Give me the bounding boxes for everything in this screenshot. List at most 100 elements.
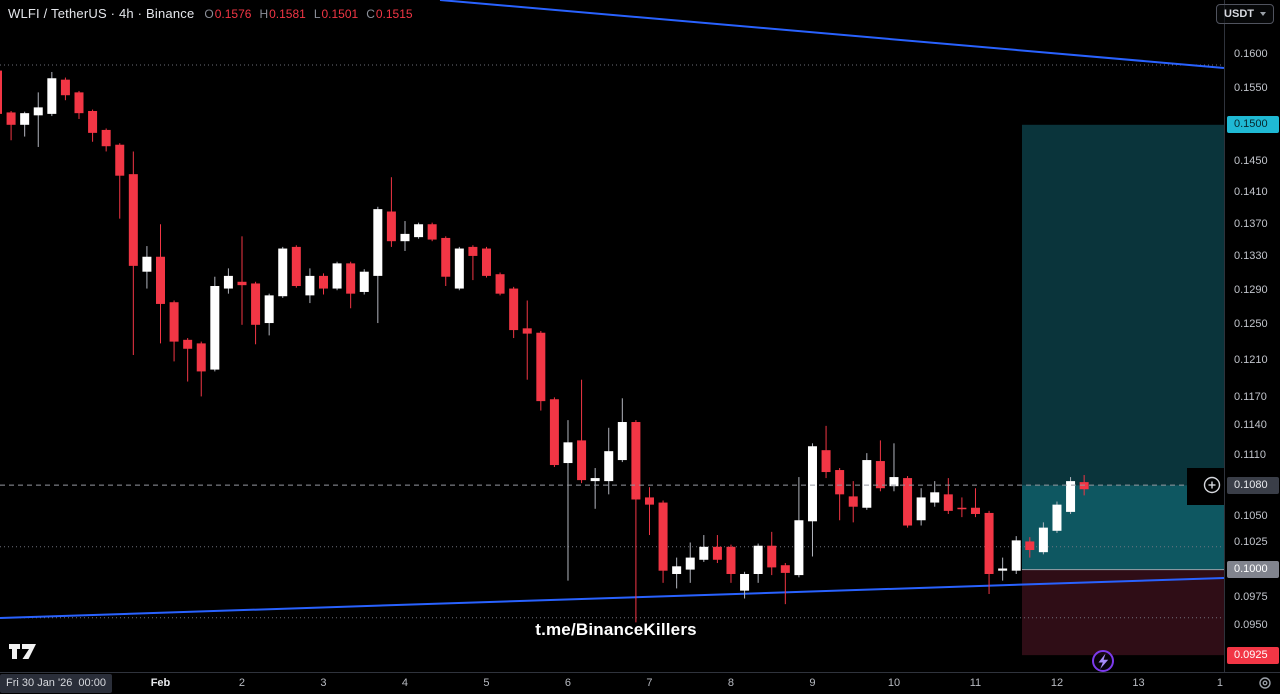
ascending-trendline[interactable] [0, 577, 1225, 619]
timezone-settings-gear-icon[interactable] [1258, 676, 1272, 690]
candle [943, 478, 953, 514]
quick-trade-button[interactable] [1092, 650, 1114, 672]
time-tick-label: 10 [887, 677, 901, 689]
candle [903, 476, 913, 528]
candle [210, 276, 220, 372]
candle [862, 453, 872, 510]
price-tick-label: 0.1140 [1234, 419, 1267, 432]
candle [672, 557, 682, 589]
price-tick-label: 0.1110 [1234, 448, 1267, 461]
time-axis[interactable]: Fri 30 Jan '26 00:00 Feb 2 3 4 5 6 7 8 9 10 11 12 13… [0, 672, 1280, 694]
candle [563, 420, 573, 581]
candle [998, 557, 1008, 581]
time-tick-label: 4 [401, 677, 409, 689]
chart-header: WLFI / TetherUS · 4h · Binance O 0.1576 H… [8, 6, 413, 21]
candle [549, 397, 559, 468]
candle [47, 71, 57, 117]
candle [957, 497, 967, 518]
candle [305, 268, 315, 304]
candle [20, 111, 30, 137]
candle [196, 341, 206, 397]
candle [617, 398, 627, 463]
candle [753, 543, 763, 583]
candle [237, 236, 247, 325]
candle [414, 222, 424, 239]
candle [699, 535, 709, 562]
price-tick-label: 0.1290 [1234, 283, 1268, 296]
price-tick-label: 0.1410 [1234, 186, 1268, 199]
long-position-loss-zone[interactable] [1022, 569, 1224, 656]
candle [740, 571, 750, 599]
candle [346, 261, 356, 309]
ohlc-high: H 0.1581 [259, 6, 306, 21]
candle [590, 468, 600, 509]
crosshair-date-badge: Fri 30 Jan '26 00:00 [0, 674, 112, 693]
price-tick-label: 0.1025 [1234, 536, 1268, 548]
entry-price-label[interactable]: 0.1000 [1227, 561, 1279, 579]
time-tick-label: 3 [320, 677, 327, 689]
price-axis[interactable]: 0.1600 0.1550 0.1500 0.1450 0.1410 0.1370 0.13… [1224, 0, 1280, 672]
candle [522, 300, 532, 380]
candle [332, 261, 342, 291]
candle [848, 481, 858, 523]
candle [468, 245, 478, 281]
time-tick-label: 5 [483, 677, 490, 689]
candle [509, 286, 519, 339]
watermark-text: t.me/BinanceKillers [535, 620, 697, 639]
candle [1066, 477, 1076, 514]
candle [183, 338, 193, 382]
candle [726, 544, 736, 583]
price-tick-label: 0.1050 [1234, 509, 1268, 522]
long-position-profit-zone[interactable] [1022, 124, 1224, 486]
price-tick-label: 0.0950 [1234, 619, 1268, 632]
candle [1038, 522, 1048, 555]
price-tick-label: 0.0975 [1234, 590, 1268, 603]
candle [577, 379, 587, 484]
candle [454, 246, 464, 291]
candle [223, 268, 233, 294]
add-order-button[interactable] [1187, 468, 1224, 505]
candle [6, 110, 16, 141]
candle [291, 245, 301, 288]
time-tick-label: 6 [564, 677, 572, 689]
price-tick-label: 0.1370 [1234, 217, 1268, 230]
ohlc-open: O 0.1576 [204, 6, 252, 21]
candle [984, 510, 994, 594]
ohlc-close: C 0.1515 [366, 6, 413, 21]
chevron-down-icon [1260, 12, 1266, 16]
price-tick-label: 0.1210 [1234, 353, 1268, 366]
candle [400, 221, 410, 251]
candle [278, 246, 288, 298]
descending-trendline[interactable] [439, 0, 1225, 69]
symbol-title[interactable]: WLFI / TetherUS · 4h · Binance [8, 6, 195, 21]
candle [835, 468, 845, 521]
currency-select[interactable]: USDT [1216, 4, 1274, 24]
candle [441, 236, 451, 287]
price-tick-label: 0.1550 [1234, 82, 1268, 95]
candle [386, 177, 396, 247]
candle [74, 90, 84, 119]
candle [875, 440, 885, 492]
candle [712, 535, 722, 564]
price-tick-label: 0.1250 [1234, 318, 1268, 331]
candle [794, 477, 804, 578]
candle [318, 273, 328, 295]
plus-circle-icon [1203, 476, 1221, 494]
candle [481, 246, 491, 278]
candle [658, 500, 668, 583]
stop-price-label[interactable]: 0.0925 [1227, 646, 1279, 664]
candle [373, 206, 383, 324]
candle [916, 488, 926, 526]
time-tick-label: 13 [1132, 677, 1145, 689]
ohlc-low: L 0.1501 [313, 6, 359, 21]
target-price-label[interactable]: 0.1500 [1227, 116, 1279, 134]
ohlc-values: O 0.1576 H 0.1581 L 0.1501 C 0.1515 [204, 7, 412, 21]
time-tick-label: 2 [238, 677, 246, 689]
tradingview-logo[interactable] [9, 644, 39, 661]
candle [1025, 537, 1035, 558]
candle [807, 443, 817, 557]
candle [115, 143, 125, 219]
time-tick-label: Feb [150, 677, 171, 689]
